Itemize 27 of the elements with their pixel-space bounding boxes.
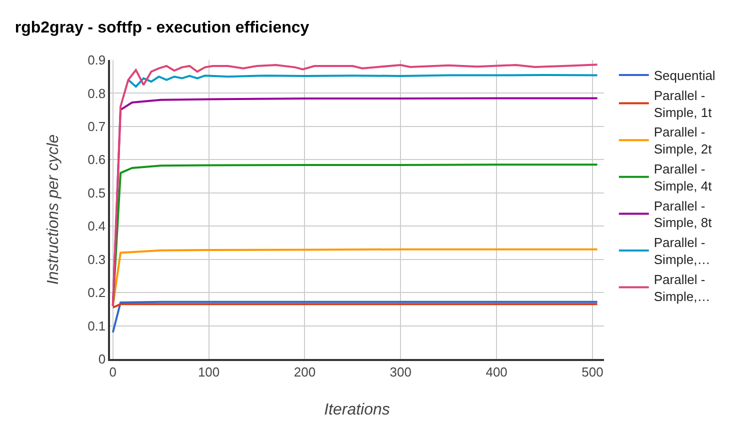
legend-label: Parallel - Simple, 4t <box>654 162 712 194</box>
y-tick-label: 0.6 <box>88 152 106 168</box>
y-tick-label: 0.1 <box>88 318 106 334</box>
x-tick-label: 200 <box>294 364 316 380</box>
legend-label: Parallel - Simple, 1t <box>654 88 712 120</box>
legend-label: Parallel - Simple,… <box>654 272 710 304</box>
legend-label: Sequential <box>654 68 716 84</box>
y-tick-label: 0 <box>98 352 106 367</box>
y-axis-title: Instructions per cycle <box>44 134 62 285</box>
legend-label: Parallel - Simple, 8t <box>654 198 712 230</box>
x-tick-label: 100 <box>198 364 220 380</box>
x-tick-label: 300 <box>390 364 412 380</box>
y-tick-label: 0.4 <box>88 218 106 234</box>
x-tick-label: 400 <box>486 364 508 380</box>
legend-label: Parallel - Simple, 2t <box>654 124 712 157</box>
y-tick-label: 0.7 <box>88 118 106 134</box>
y-tick-label: 0.3 <box>88 252 106 267</box>
x-axis-title: Iterations <box>324 402 390 419</box>
chart-title: rgb2gray - softfp - execution efficiency <box>14 20 310 37</box>
y-tick-label: 0.5 <box>88 185 106 200</box>
y-tick-label: 0.2 <box>88 285 106 300</box>
x-tick-label: 500 <box>582 364 604 380</box>
x-tick-label: 0 <box>109 364 116 380</box>
legend-label: Parallel - Simple,… <box>654 235 710 268</box>
y-tick-label: 0.8 <box>88 86 106 101</box>
line-series <box>127 74 598 88</box>
y-tick-label: 0.9 <box>88 52 106 68</box>
